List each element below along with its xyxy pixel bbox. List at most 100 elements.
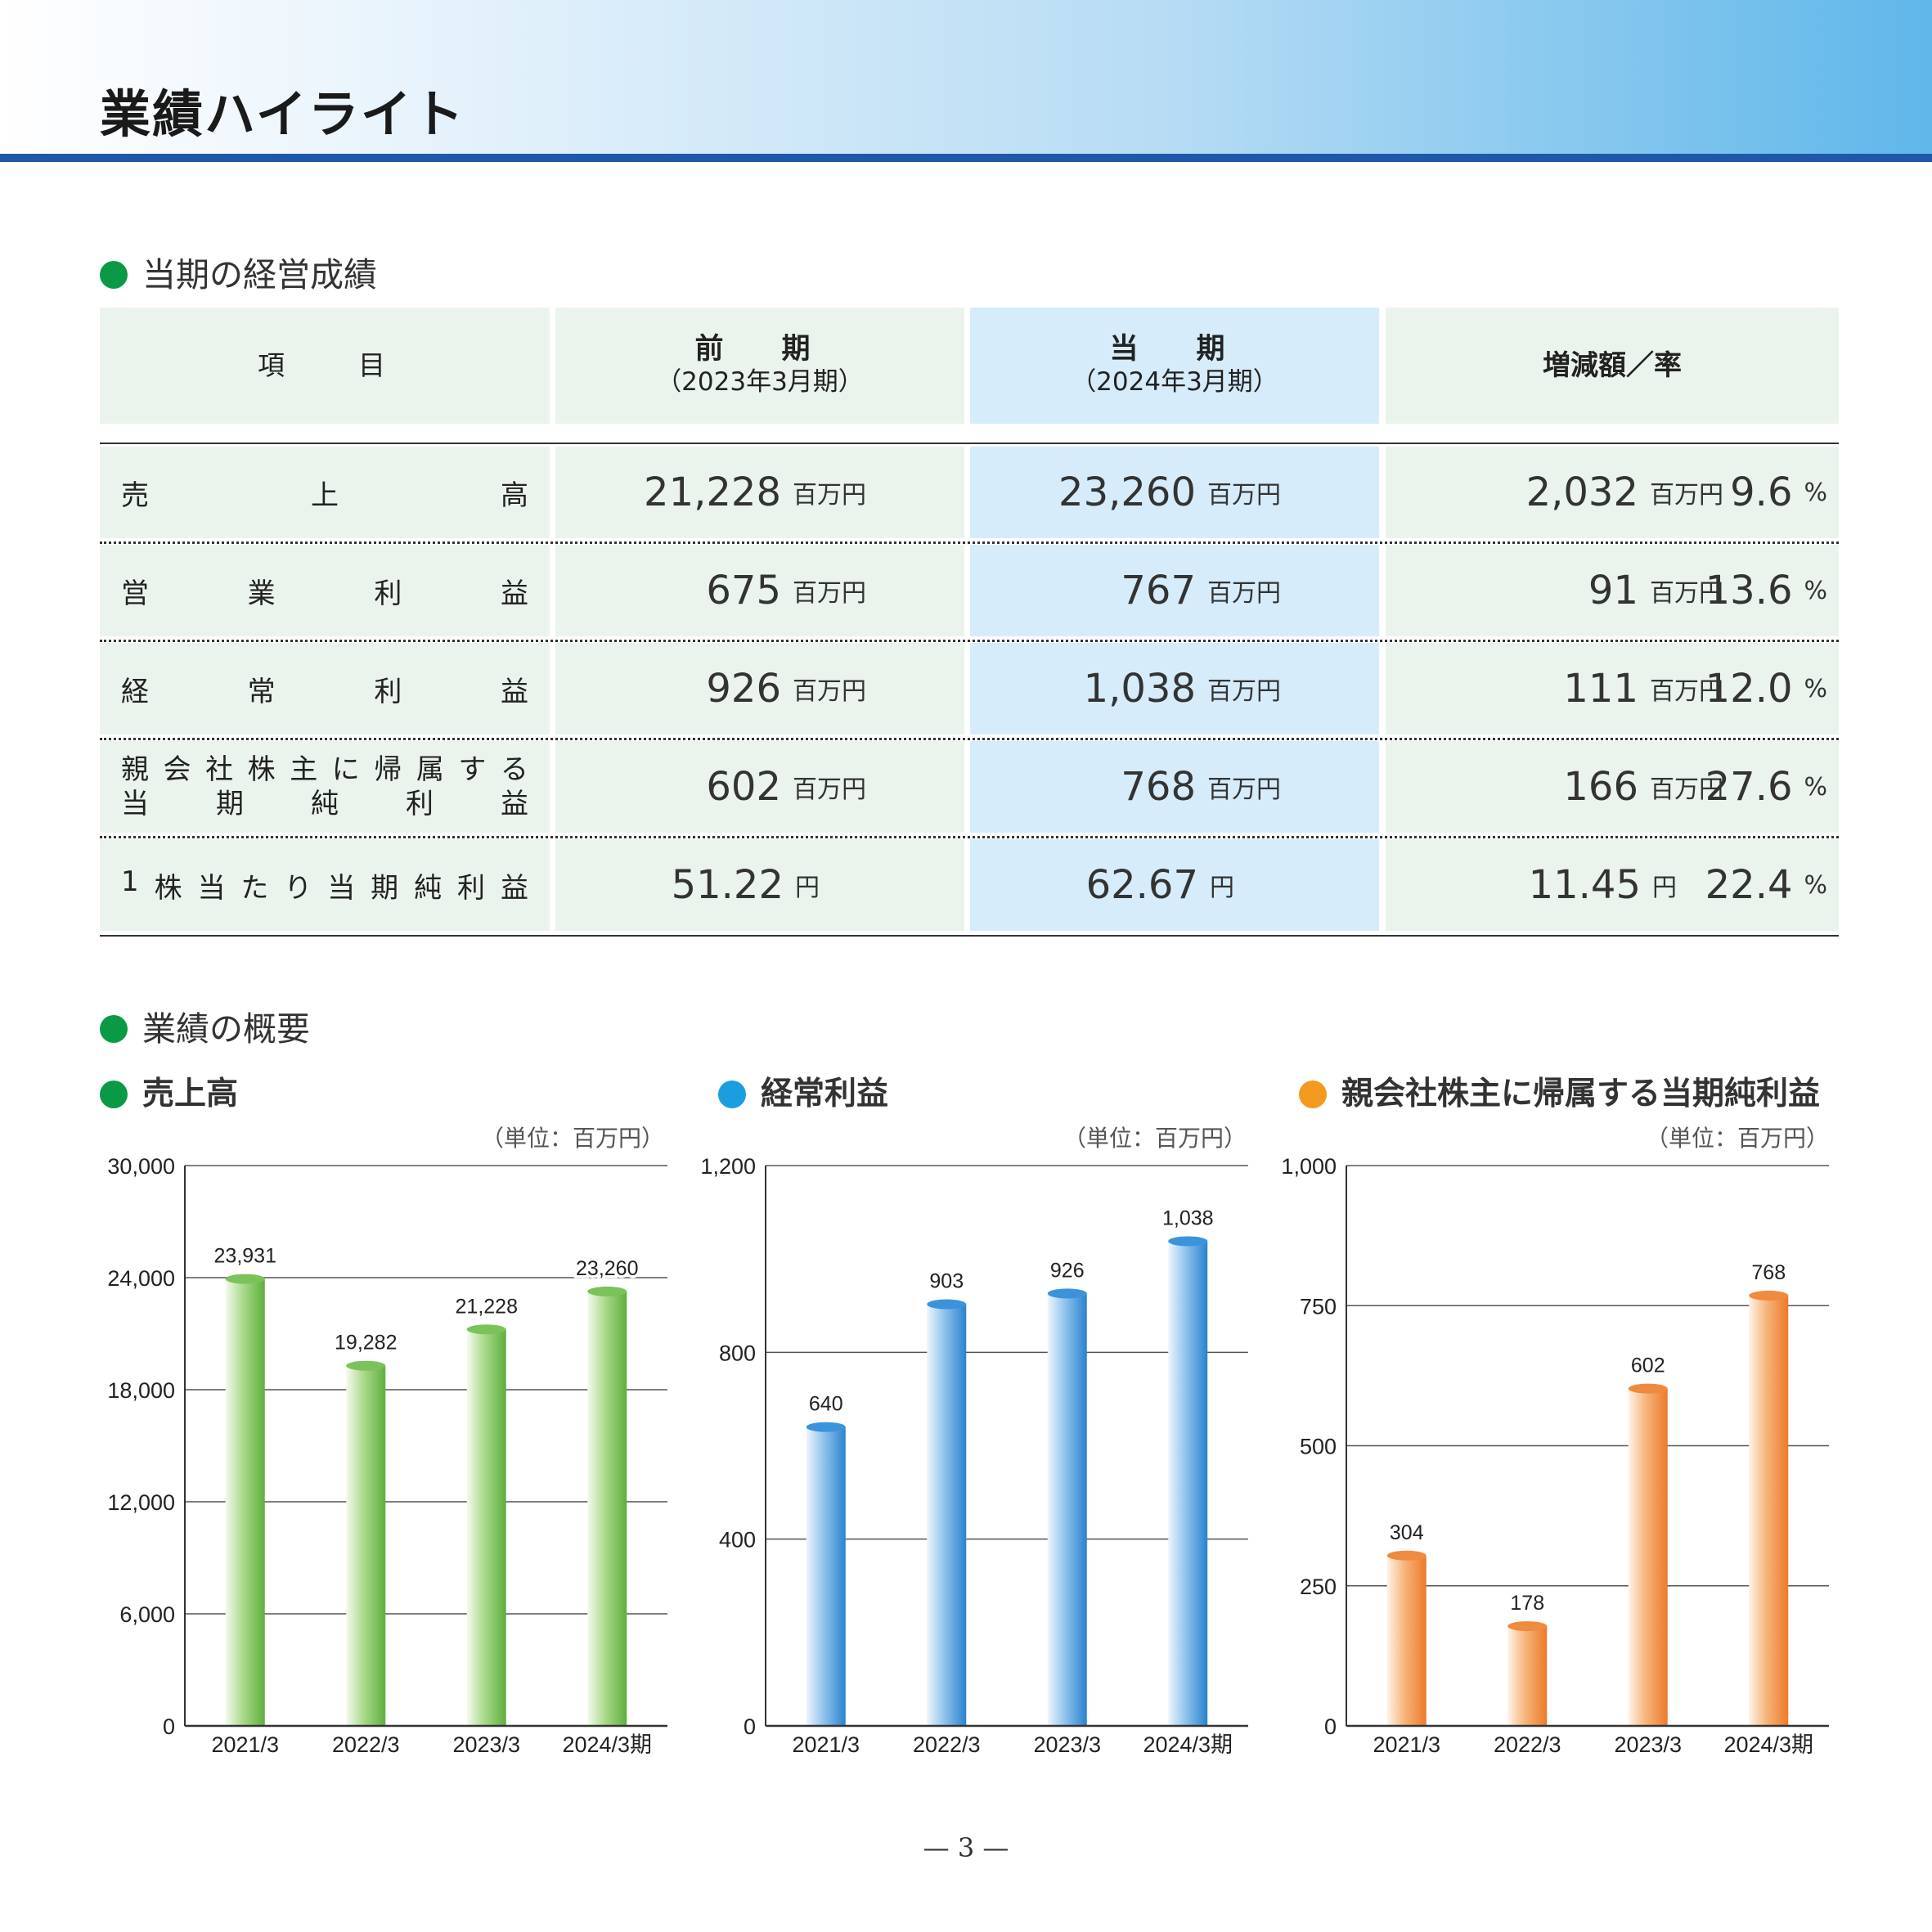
bar — [1749, 1295, 1789, 1726]
y-tick-label: 0 — [1324, 1714, 1337, 1739]
table-bottom-line — [100, 935, 1839, 937]
prev-value-cell-unit: 百万円 — [793, 579, 866, 608]
diff-amount: 91 百万円 — [1386, 545, 1723, 636]
row-divider — [100, 640, 1839, 642]
row-label-char: 純 — [414, 871, 443, 905]
change-rate: 27.6% — [1705, 741, 1827, 833]
row-label-char: 常 — [247, 675, 276, 708]
rate-value: 9.6 — [1730, 470, 1793, 515]
diff-unit: 百万円 — [1650, 481, 1723, 510]
chart-unit-sales: （単位：百万円） — [480, 1125, 664, 1152]
bar-top — [927, 1299, 967, 1310]
value-label: 19,282 — [335, 1332, 397, 1355]
value-label-halo: 1,038 — [1162, 1206, 1214, 1229]
row-label-line: 当期純利益 — [121, 788, 528, 820]
header-change-label: 増減額／率 — [1543, 349, 1682, 382]
y-tick-label: 750 — [1300, 1294, 1337, 1319]
change-rate: 22.4% — [1705, 839, 1827, 931]
value-label: 304 — [1390, 1521, 1424, 1544]
curr-value-cell-unit: 百万円 — [1207, 677, 1281, 706]
bar — [927, 1304, 967, 1726]
row-label-char: 属 — [416, 753, 444, 786]
x-tick-label: 2021/3 — [792, 1732, 860, 1757]
curr-value-cell-value: 767 — [1121, 568, 1196, 613]
row-label-char: 当 — [327, 871, 356, 905]
row-divider — [100, 738, 1839, 740]
curr-value-cell-unit: 百万円 — [1207, 775, 1281, 804]
y-tick-label: 0 — [744, 1714, 756, 1739]
prev-value-cell: 21,228 百万円 — [555, 447, 964, 538]
row-label-char: 営 — [121, 577, 149, 610]
y-tick-label: 800 — [719, 1341, 756, 1365]
row-label: 売上高 — [100, 447, 550, 538]
header-curr-sub: （2024年3月期） — [1071, 367, 1278, 397]
row-label-char: 上 — [311, 479, 339, 512]
bar-top — [1168, 1236, 1208, 1247]
chart-unit-ordinary: （単位：百万円） — [1063, 1125, 1247, 1152]
green-dot-icon — [100, 1015, 128, 1043]
bar-top — [1628, 1383, 1668, 1394]
header-item-label: 項 目 — [258, 349, 392, 381]
curr-value-cell-unit: 百万円 — [1207, 579, 1281, 608]
row-label-char: る — [500, 753, 528, 786]
header-prev: 前 期 （2023年3月期） — [555, 308, 964, 424]
prev-value-cell: 675 百万円 — [555, 545, 964, 636]
diff-amount: 11.45 円 — [1386, 839, 1677, 931]
diff-value: 166 — [1563, 764, 1638, 810]
curr-value-cell-unit: 円 — [1210, 874, 1234, 902]
row-label-line: 経常利益 — [121, 669, 528, 709]
change-rate: 12.0% — [1705, 643, 1827, 735]
curr-value-cell-value: 23,260 — [1058, 470, 1196, 515]
header-item: 項 目 — [100, 308, 550, 424]
curr-value-cell: 1,038 百万円 — [970, 643, 1379, 735]
row-label: 親会社株主に帰属する当 期 純 利 益 — [100, 741, 550, 833]
change-cell: 166 百万円 27.6% — [1386, 741, 1839, 833]
change-cell: 111 百万円 12.0% — [1386, 643, 1839, 735]
prev-value-cell-value: 602 — [706, 764, 781, 810]
results-section-label: 当期の経営成績 — [142, 255, 377, 294]
row-label-char: 利 — [457, 871, 486, 905]
header-prev-label: 前 期 — [694, 333, 825, 366]
chart-title-ordinary: 経常利益 — [718, 1070, 888, 1119]
row-label-char: す — [458, 753, 487, 786]
row-label-line: 親会社株主に帰属する — [121, 753, 528, 786]
row-label-char: 益 — [500, 871, 528, 905]
change-cell: 2,032 百万円 9.6% — [1386, 447, 1839, 538]
rate-unit: % — [1804, 576, 1827, 605]
row-label: 営業利益 — [100, 545, 550, 636]
row-label-char: 社 — [205, 753, 234, 786]
value-label-halo: 178 — [1510, 1592, 1544, 1615]
value-label-halo: 602 — [1631, 1355, 1665, 1377]
prev-value-cell-unit: 百万円 — [793, 775, 866, 804]
x-tick-label: 2022/3 — [332, 1732, 400, 1757]
row-label-char: に — [331, 753, 360, 786]
bar — [346, 1365, 386, 1726]
value-label-halo: 21,228 — [456, 1295, 518, 1318]
diff-value: 91 — [1588, 568, 1638, 613]
row-label-char: 高 — [501, 479, 528, 512]
bar-top — [806, 1422, 846, 1432]
y-tick-label: 400 — [719, 1528, 756, 1552]
rate-value: 12.0 — [1705, 666, 1793, 712]
overview-section-title: 業績の概要 — [100, 1004, 310, 1054]
value-label: 903 — [929, 1270, 964, 1293]
y-tick-label: 500 — [1300, 1435, 1337, 1459]
row-label-char: 業 — [247, 577, 276, 610]
row-divider — [100, 541, 1839, 544]
value-label: 23,931 — [214, 1245, 276, 1268]
prev-value-cell-value: 51.22 — [671, 862, 784, 908]
value-label-halo: 903 — [929, 1270, 964, 1293]
sales-chart: 0 6,000 12,000 18,000 24,000 30,000 2021/3 2022… — [107, 1154, 667, 1757]
ordinary-income-chart: 0 400 800 1,200 2021/3 2022/3 2023/3 2024/3期 640… — [700, 1154, 1248, 1757]
chart-unit-net: （単位：百万円） — [1645, 1125, 1829, 1152]
prev-value-cell-unit: 百万円 — [793, 677, 866, 706]
y-tick-label: 6,000 — [119, 1602, 175, 1627]
y-tick-label: 0 — [163, 1714, 175, 1739]
bar-top — [225, 1274, 265, 1284]
bar — [1386, 1555, 1427, 1726]
chart-title-sales-label: 売上高 — [142, 1076, 239, 1112]
bar — [1047, 1293, 1087, 1726]
row-label-line: 売上高 — [121, 473, 528, 513]
value-label-halo: 926 — [1050, 1259, 1085, 1282]
